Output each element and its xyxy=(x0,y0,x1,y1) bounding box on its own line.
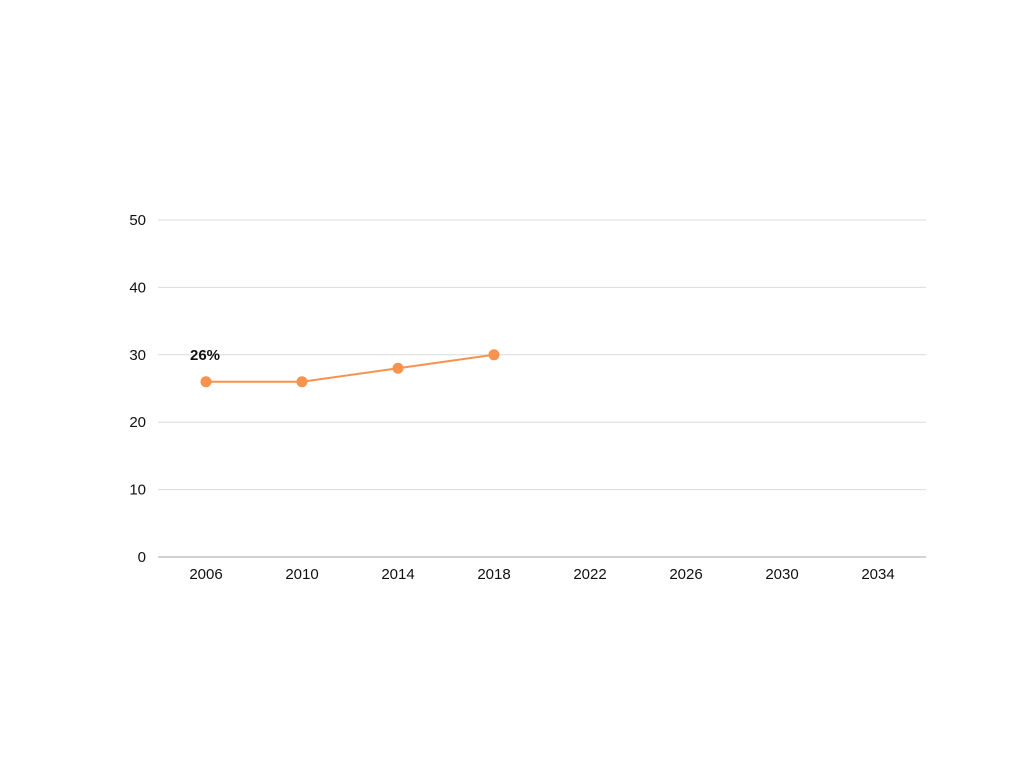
y-tick-label: 0 xyxy=(138,549,146,566)
x-tick-label: 2010 xyxy=(285,566,318,583)
x-tick-label: 2018 xyxy=(477,566,510,583)
data-point-2010 xyxy=(296,376,308,388)
data-point-2006 xyxy=(200,376,212,388)
x-tick-label: 2030 xyxy=(765,566,798,583)
y-tick-label: 10 xyxy=(129,482,146,499)
x-tick-label: 2022 xyxy=(573,566,606,583)
y-axis: 0 10 20 30 40 50 xyxy=(129,212,146,566)
x-tick-label: 2014 xyxy=(381,566,414,583)
annotation-layer: 26% xyxy=(190,347,220,364)
series-line xyxy=(206,353,495,383)
data-label: 26% xyxy=(190,347,220,364)
data-point-2018 xyxy=(488,349,500,361)
y-tick-label: 40 xyxy=(129,279,146,296)
x-axis: 2006 2010 2014 2018 2022 2026 2030 2034 xyxy=(158,556,926,583)
y-tick-label: 20 xyxy=(129,414,146,431)
data-point-2014 xyxy=(392,362,404,374)
series-layer xyxy=(200,349,500,388)
y-tick-label: 50 xyxy=(129,212,146,229)
x-tick-label: 2026 xyxy=(669,566,702,583)
x-tick-label: 2006 xyxy=(189,566,222,583)
grid-lines xyxy=(158,219,926,491)
y-tick-label: 30 xyxy=(129,347,146,364)
x-tick-label: 2034 xyxy=(861,566,894,583)
